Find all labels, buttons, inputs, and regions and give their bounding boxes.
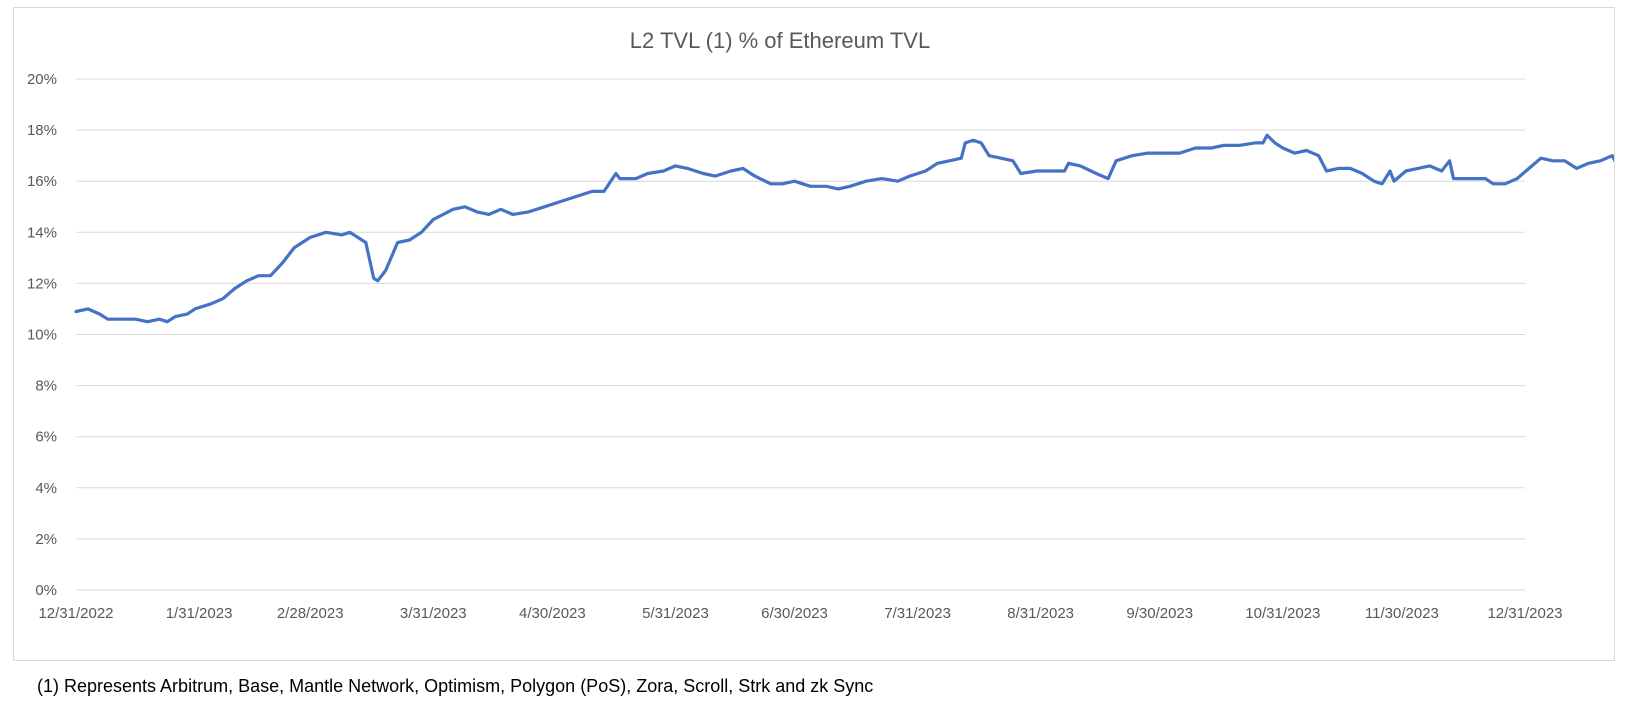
x-tick-label: 11/30/2023 — [1365, 605, 1439, 622]
x-tick-label: 3/31/2023 — [400, 605, 467, 622]
line-chart: L2 TVL (1) % of Ethereum TVL 0% 2% 4% 6% 8% 1… — [27, 28, 1614, 622]
x-tick-label: 5/31/2023 — [642, 605, 709, 622]
series-line — [74, 133, 1614, 324]
y-tick-label: 2% — [35, 531, 57, 548]
y-tick-label: 14% — [27, 224, 57, 241]
y-tick-label: 12% — [27, 275, 57, 292]
x-tick-label: 1/31/2023 — [166, 605, 233, 622]
y-tick-label: 0% — [35, 582, 57, 599]
y-tick-label: 6% — [35, 429, 57, 446]
footnote: (1) Represents Arbitrum, Base, Mantle Ne… — [37, 676, 874, 696]
y-tick-label: 8% — [35, 378, 57, 395]
x-tick-label: 12/31/2022 — [38, 605, 113, 622]
y-tick-label: 16% — [27, 173, 57, 190]
y-tick-label: 10% — [27, 327, 57, 344]
x-tick-label: 10/31/2023 — [1245, 605, 1320, 622]
x-tick-label: 7/31/2023 — [884, 605, 951, 622]
y-axis-ticks: 0% 2% 4% 6% 8% 10% 12% 14% 16% 18% 20% — [27, 71, 57, 599]
chart-title: L2 TVL (1) % of Ethereum TVL — [630, 28, 930, 53]
series-layer — [74, 133, 1614, 324]
x-tick-label: 8/31/2023 — [1007, 605, 1074, 622]
chart-frame: L2 TVL (1) % of Ethereum TVL 0% 2% 4% 6% 8% 1… — [13, 7, 1615, 661]
x-axis-ticks: 12/31/2022 1/31/2023 2/28/2023 3/31/2023 4/3… — [38, 605, 1562, 622]
x-tick-label: 12/31/2023 — [1487, 605, 1562, 622]
x-tick-label: 9/30/2023 — [1126, 605, 1193, 622]
y-tick-label: 20% — [27, 71, 57, 88]
x-tick-label: 2/28/2023 — [277, 605, 344, 622]
y-tick-label: 4% — [35, 480, 57, 497]
x-tick-label: 4/30/2023 — [519, 605, 586, 622]
gridlines — [76, 78, 1525, 591]
y-tick-label: 18% — [27, 122, 57, 139]
x-tick-label: 6/30/2023 — [761, 605, 828, 622]
